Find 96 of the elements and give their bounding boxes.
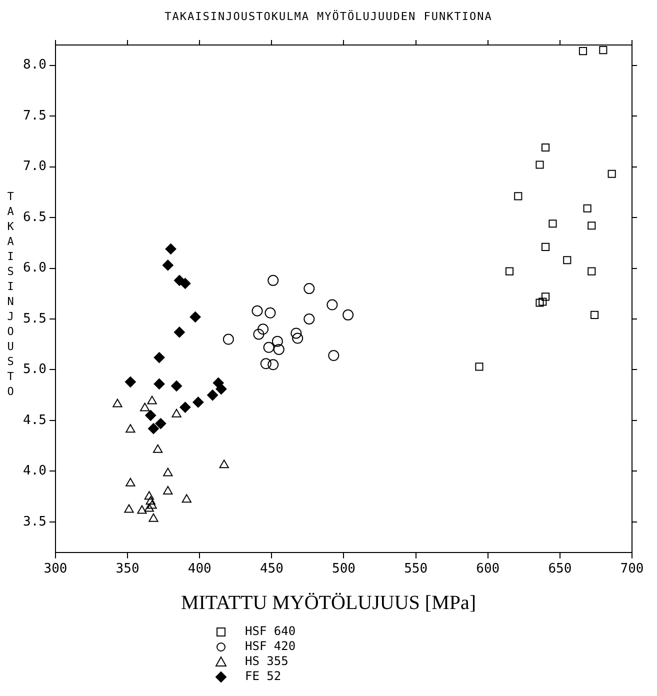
point (190, 311, 201, 322)
point (328, 350, 340, 362)
point (541, 292, 550, 301)
point (148, 423, 159, 434)
point (172, 408, 182, 418)
x-axis-title: MITATTU MYÖTÖLUJUUS [MPa] (180, 592, 478, 615)
point (165, 243, 176, 254)
point (252, 305, 263, 316)
point (180, 402, 191, 413)
point (137, 505, 147, 514)
y-tick-label: 5.0 (22, 362, 46, 378)
x-tick-label: 300 (44, 562, 68, 577)
point (124, 504, 134, 513)
point (174, 326, 185, 338)
y-tick-label: 4.0 (22, 464, 46, 479)
point (475, 362, 484, 371)
y-tick-label: 7.0 (22, 159, 46, 174)
x-tick-label: 700 (620, 562, 644, 577)
chart-title: TAKAISINJOUSTOKULMA MYÖTÖLUJUUDEN FUNKTIONA (164, 10, 494, 23)
y-tick-label: 5.5 (22, 311, 46, 326)
point (588, 267, 596, 276)
point (162, 260, 174, 271)
point (290, 328, 302, 339)
legend-label: HSF 640 (245, 624, 296, 639)
point (140, 402, 150, 412)
point (148, 513, 158, 522)
point (272, 336, 283, 347)
point (536, 298, 544, 307)
point (126, 424, 136, 433)
point (147, 500, 157, 509)
point (268, 274, 279, 286)
point (182, 494, 192, 503)
y-tick-label: 7.5 (22, 108, 46, 124)
point (263, 342, 274, 353)
point (505, 267, 514, 276)
point (124, 376, 136, 388)
y-axis-title: TAKAISINJOUSTO (4, 190, 17, 400)
point (207, 390, 218, 401)
point (541, 242, 550, 251)
point (273, 344, 284, 355)
x-tick-label: 550 (404, 562, 428, 577)
point (599, 46, 608, 54)
point (292, 332, 304, 344)
point (590, 310, 599, 319)
x-tick-label: 600 (476, 562, 500, 577)
point (147, 396, 157, 404)
legend-label: HSF 420 (245, 639, 296, 654)
point (163, 486, 173, 495)
y-tick-label: 8.0 (22, 58, 46, 73)
point (154, 378, 165, 390)
point (583, 204, 592, 212)
point (219, 460, 229, 468)
point (541, 143, 550, 152)
y-tick-label: 6.0 (22, 260, 46, 276)
point (253, 328, 264, 340)
point (152, 444, 163, 453)
y-tick-label: 3.5 (22, 514, 46, 530)
y-tick-label: 6.5 (22, 210, 46, 225)
y-tick-label: 4.5 (22, 412, 46, 428)
point (536, 160, 544, 169)
point (222, 334, 234, 345)
point (192, 396, 204, 408)
legend-label: FE 52 (245, 669, 282, 684)
point (304, 283, 315, 294)
point (144, 491, 154, 500)
point (608, 170, 616, 178)
point (216, 384, 227, 395)
point (145, 410, 156, 421)
x-tick-label: 650 (548, 562, 572, 577)
point (578, 47, 588, 56)
x-tick-label: 450 (260, 562, 284, 577)
point (144, 503, 154, 512)
point (155, 418, 166, 430)
point (112, 398, 122, 408)
point (342, 309, 354, 320)
point (126, 478, 136, 486)
point (304, 313, 315, 324)
x-tick-label: 400 (188, 562, 212, 577)
point (538, 298, 547, 306)
point (548, 220, 557, 228)
x-tick-label: 350 (116, 562, 140, 577)
point (514, 192, 522, 200)
point (326, 299, 338, 310)
point (163, 468, 173, 476)
legend-label: HS 355 (245, 654, 288, 669)
point (563, 256, 572, 264)
point (264, 307, 276, 318)
point (260, 358, 272, 370)
point (268, 359, 279, 370)
point (258, 324, 269, 335)
point (154, 352, 165, 364)
point (180, 278, 191, 289)
point (588, 222, 596, 230)
point (171, 380, 182, 392)
x-tick-label: 500 (332, 562, 356, 577)
point (146, 496, 156, 505)
